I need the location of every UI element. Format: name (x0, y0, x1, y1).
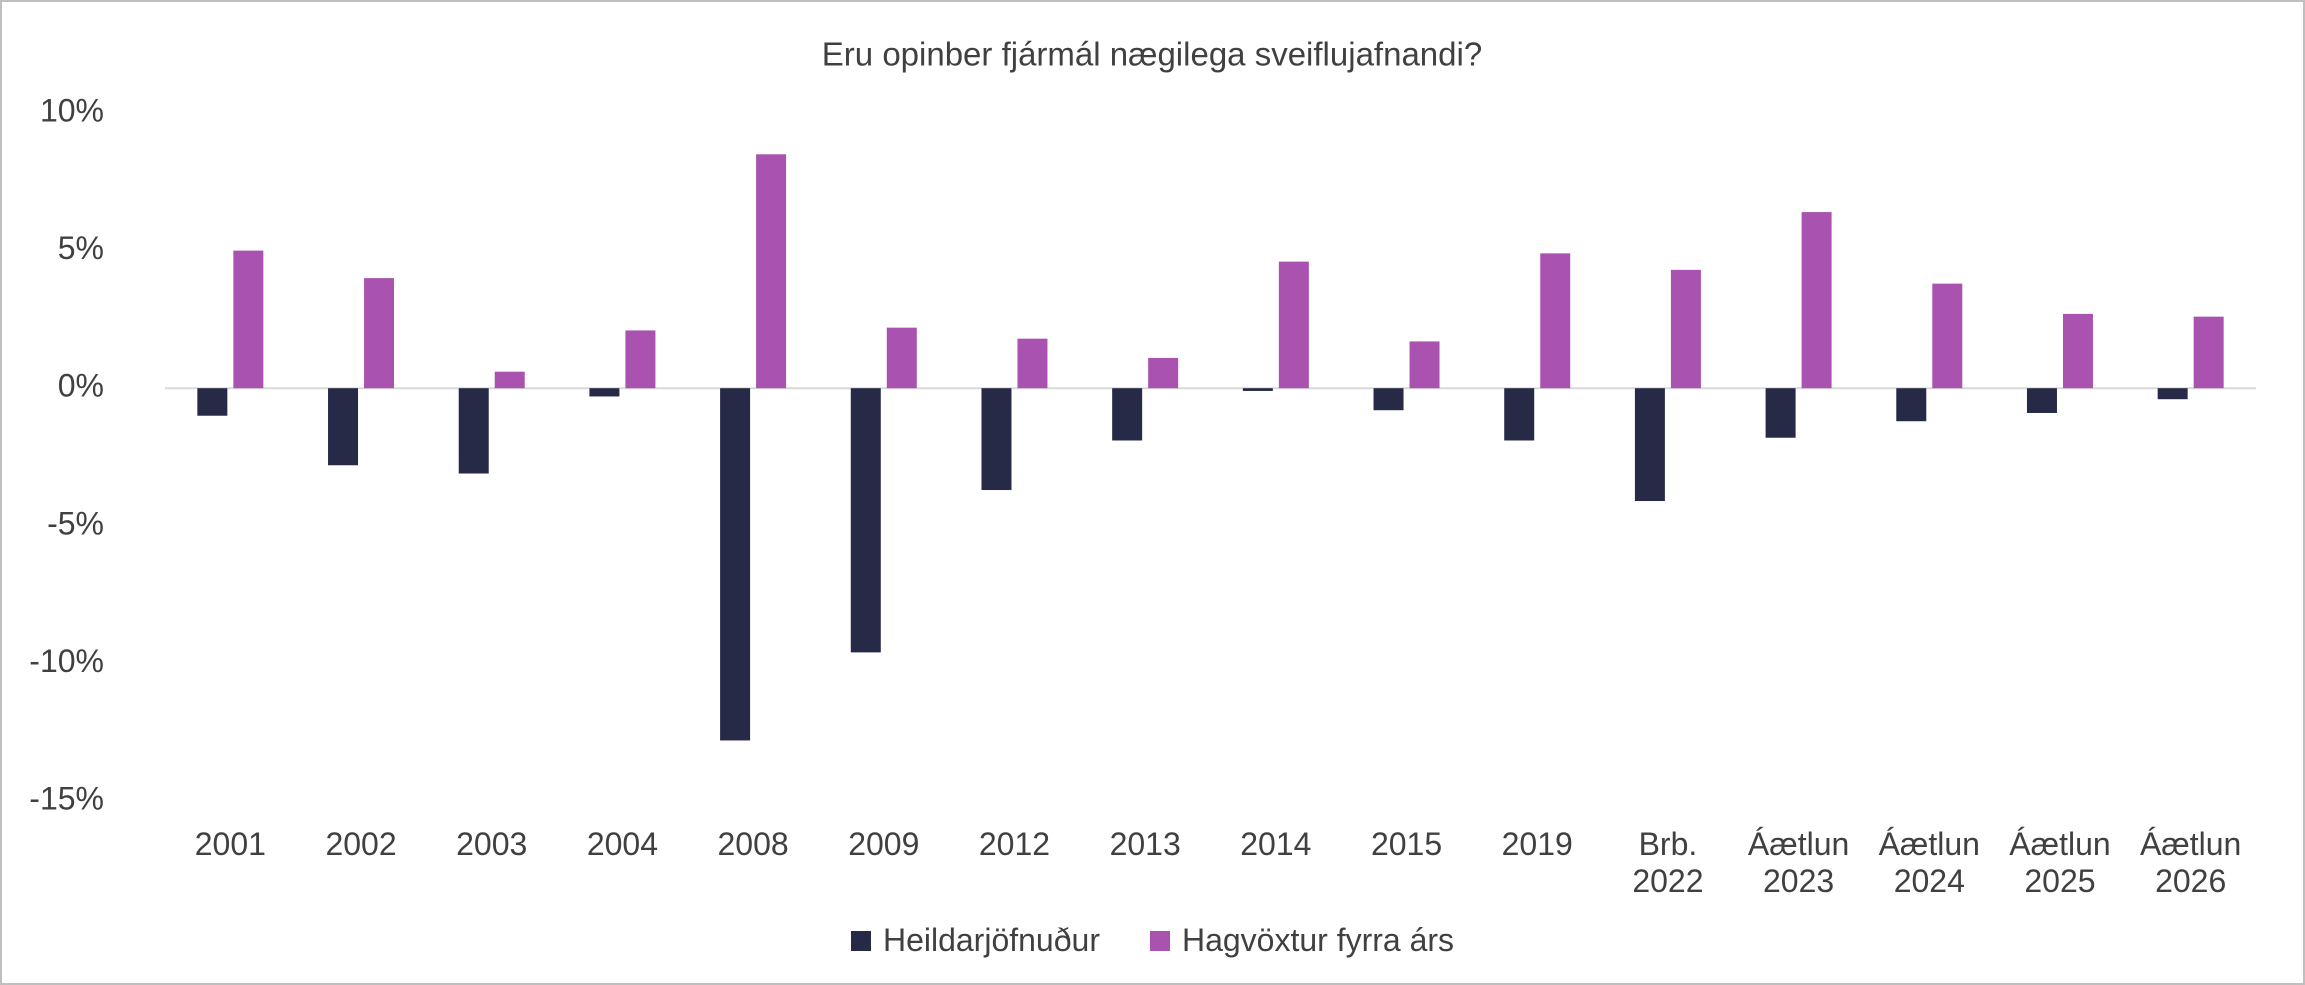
x-tick-label: 2014 (1240, 826, 1312, 862)
bar (589, 388, 620, 397)
bar (197, 388, 228, 416)
bar (2026, 388, 2057, 413)
bar (1801, 212, 1832, 389)
legend-swatch (850, 930, 871, 951)
bar (886, 327, 917, 389)
bar (1278, 261, 1309, 389)
bar (1409, 341, 1440, 389)
bar (1765, 388, 1796, 438)
x-tick-label: 2009 (848, 826, 920, 862)
bar (328, 388, 359, 466)
bar (625, 330, 656, 389)
legend-label: Heildarjöfnuður (882, 922, 1100, 958)
legend-item: Heildarjöfnuður (850, 922, 1100, 959)
y-tick-label: -10% (29, 643, 104, 679)
bar (1373, 388, 1404, 411)
bar (1896, 388, 1927, 422)
x-tick-label: Áætlun 2026 (2139, 826, 2242, 899)
bar (1504, 388, 1535, 441)
bar (1634, 388, 1665, 502)
x-tick-label: 2003 (456, 826, 528, 862)
bar (1932, 283, 1963, 389)
bar (1670, 269, 1701, 389)
legend-swatch (1149, 930, 1170, 951)
bar (1017, 338, 1048, 389)
y-tick-label: 10% (40, 92, 104, 128)
bar (458, 388, 489, 474)
x-tick-label: 2013 (1109, 826, 1181, 862)
bar (1540, 253, 1571, 389)
legend: Heildarjöfnuður Hagvöxtur fyrra árs (0, 922, 2305, 959)
bar (2157, 388, 2188, 400)
bar (850, 388, 881, 653)
bar (2062, 313, 2093, 389)
bar (756, 154, 787, 389)
x-tick-label: Áætlun 2023 (1747, 826, 1850, 899)
bar (1148, 357, 1179, 389)
bar (233, 250, 264, 389)
y-tick-label: -15% (29, 780, 104, 816)
x-tick-label: Áætlun 2025 (2009, 826, 2111, 899)
x-tick-label: 2002 (325, 826, 397, 862)
bar (494, 371, 525, 389)
legend-label: Hagvöxtur fyrra árs (1181, 922, 1455, 958)
bar (2193, 316, 2224, 389)
bar (1112, 388, 1143, 441)
y-tick-label: 0% (58, 368, 104, 404)
bar (364, 278, 395, 389)
legend-item: Hagvöxtur fyrra árs (1149, 922, 1455, 959)
x-tick-label: 2012 (978, 826, 1051, 862)
x-tick-label: 2015 (1370, 826, 1443, 862)
y-tick-label: 5% (58, 230, 104, 266)
x-tick-label: 2004 (586, 826, 658, 862)
x-tick-label: 2019 (1501, 826, 1573, 862)
x-tick-label: 2008 (717, 826, 789, 862)
x-tick-label: Áætlun 2024 (1878, 826, 1980, 899)
x-tick-label: 2001 (194, 826, 266, 862)
chart-title: Eru opinber fjármál nægilega sveiflujafn… (822, 36, 1482, 73)
bar (981, 388, 1012, 491)
x-tick-label: Brb. 2022 (1632, 826, 1704, 899)
bar (1242, 388, 1273, 391)
y-tick-label: -5% (47, 505, 104, 541)
bar (720, 388, 751, 741)
